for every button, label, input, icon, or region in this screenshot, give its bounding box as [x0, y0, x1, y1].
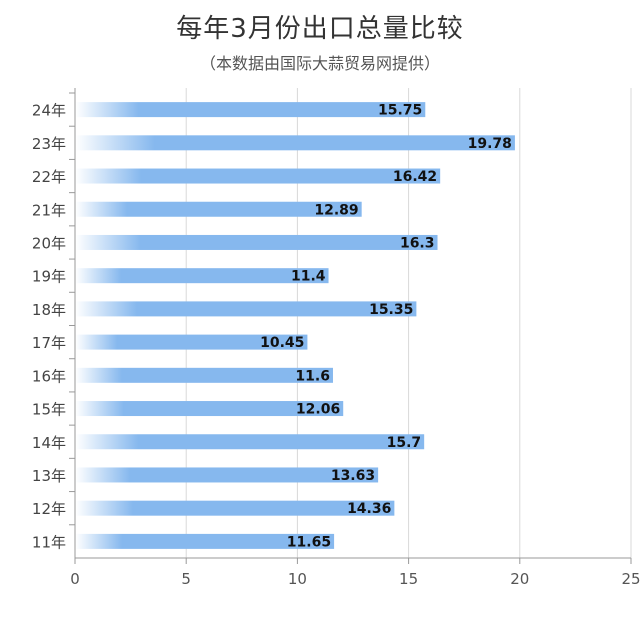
x-tick-label: 15 — [399, 570, 418, 588]
category-label: 22年 — [32, 168, 66, 186]
category-label: 16年 — [32, 367, 66, 385]
bar — [75, 268, 329, 284]
category-label: 17年 — [32, 334, 66, 352]
x-tick-label: 10 — [288, 570, 307, 588]
bar-value-label: 14.36 — [347, 501, 391, 517]
bar — [75, 102, 426, 118]
bar-value-label: 15.75 — [378, 103, 422, 119]
bar — [75, 234, 438, 250]
bar-value-label: 11.4 — [291, 269, 326, 285]
category-label: 12年 — [32, 500, 66, 518]
bar — [75, 401, 344, 417]
category-label: 18年 — [32, 301, 66, 319]
bar-value-label: 16.42 — [393, 169, 437, 185]
x-tick-label: 0 — [70, 570, 80, 588]
category-label: 19年 — [32, 268, 66, 286]
bar — [75, 467, 379, 483]
category-label: 20年 — [32, 234, 66, 252]
bar-value-label: 16.3 — [400, 235, 435, 251]
bar-value-label: 11.6 — [295, 368, 330, 384]
category-label: 14年 — [32, 434, 66, 452]
bar — [75, 334, 308, 350]
chart-title: 每年3月份出口总量比较 — [176, 14, 464, 44]
bar — [75, 434, 425, 450]
chart-subtitle: （本数据由国际大蒜贸易网提供） — [199, 54, 440, 73]
bar-value-label: 12.89 — [314, 202, 358, 218]
x-tick-label: 25 — [621, 570, 640, 588]
bar — [75, 367, 333, 383]
bar — [75, 168, 441, 184]
category-label: 15年 — [32, 401, 66, 419]
bar — [75, 301, 417, 317]
category-label: 23年 — [32, 135, 66, 153]
bar-value-label: 19.78 — [468, 136, 512, 152]
category-label: 11年 — [32, 533, 66, 551]
bar-value-label: 11.65 — [287, 534, 331, 550]
category-label: 21年 — [32, 201, 66, 219]
bar — [75, 135, 515, 151]
category-label: 24年 — [32, 102, 66, 120]
bar — [75, 533, 335, 549]
bar — [75, 201, 362, 217]
bar — [75, 500, 395, 516]
bar-value-label: 12.06 — [296, 402, 340, 418]
bar-value-label: 10.45 — [260, 335, 304, 351]
bar-value-label: 13.63 — [331, 468, 375, 484]
x-tick-label: 5 — [181, 570, 191, 588]
x-tick-label: 20 — [510, 570, 529, 588]
bar-value-label: 15.35 — [369, 302, 413, 318]
category-label: 13年 — [32, 467, 66, 485]
bar-value-label: 15.7 — [387, 435, 422, 451]
